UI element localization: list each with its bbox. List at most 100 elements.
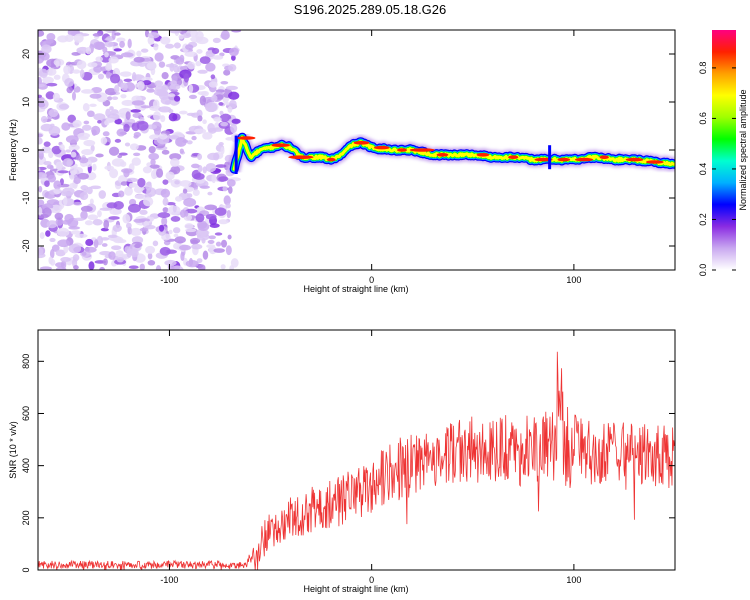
noise-blob <box>40 123 53 132</box>
noise-blob <box>213 152 220 161</box>
noise-blob <box>105 71 111 79</box>
noise-blob <box>38 252 46 259</box>
noise-blob <box>85 238 94 246</box>
noise-blob <box>73 176 81 185</box>
noise-blob <box>65 149 72 153</box>
noise-blob <box>185 260 199 268</box>
noise-blob <box>175 137 187 147</box>
noise-blob <box>70 151 77 158</box>
noise-blob <box>87 62 98 68</box>
noise-blob <box>167 135 180 139</box>
noise-blob <box>73 33 84 43</box>
noise-blob <box>194 128 207 134</box>
noise-blob <box>48 256 53 265</box>
noise-blob <box>159 246 171 256</box>
noise-blob <box>108 56 119 64</box>
noise-blob <box>117 154 123 159</box>
noise-blob <box>104 37 114 41</box>
noise-blob <box>80 185 89 191</box>
noise-blob <box>77 50 84 54</box>
noise-blob <box>106 202 118 209</box>
noise-blob <box>119 71 132 77</box>
noise-blob <box>114 32 121 36</box>
noise-blob <box>167 93 176 97</box>
noise-blob <box>186 140 193 145</box>
noise-blob <box>196 258 203 264</box>
noise-blob <box>123 78 133 82</box>
noise-blob <box>148 145 156 154</box>
noise-blob <box>199 95 207 106</box>
noise-blob <box>49 165 54 171</box>
noise-blob <box>53 58 65 67</box>
noise-blob <box>220 239 228 248</box>
noise-blob <box>45 91 55 100</box>
noise-blob <box>75 155 82 161</box>
noise-blob <box>193 173 205 180</box>
noise-blob <box>69 174 75 180</box>
x-tick-label: 100 <box>566 575 581 585</box>
noise-blob <box>86 110 95 118</box>
noise-blob <box>123 123 130 132</box>
noise-blob <box>150 169 158 180</box>
noise-blob <box>68 243 82 254</box>
noise-blob <box>46 68 57 76</box>
noise-blob <box>104 41 114 48</box>
noise-blob <box>81 251 87 256</box>
noise-blob <box>218 176 229 182</box>
noise-blob <box>104 52 109 58</box>
noise-blob <box>227 234 232 240</box>
noise-blob <box>207 122 215 133</box>
noise-blob <box>44 180 50 187</box>
noise-blob <box>70 170 77 176</box>
noise-blob <box>121 82 128 91</box>
noise-blob <box>99 251 112 256</box>
noise-blob <box>59 144 65 151</box>
noise-blob <box>38 167 41 171</box>
noise-blob <box>93 41 106 50</box>
y-tick-label: 600 <box>21 406 31 421</box>
noise-blob <box>197 115 203 122</box>
noise-blob <box>160 188 171 198</box>
x-tick-label: -100 <box>160 275 178 285</box>
noise-blob <box>213 116 222 122</box>
noise-blob <box>91 87 103 94</box>
noise-blob <box>153 43 159 51</box>
noise-blob <box>124 142 131 147</box>
noise-blob <box>109 106 114 111</box>
noise-blob <box>191 135 197 141</box>
noise-blob <box>95 56 103 63</box>
noise-blob <box>104 165 115 171</box>
noise-blob <box>227 186 233 194</box>
noise-blob <box>128 183 139 188</box>
noise-blob <box>205 213 217 220</box>
noise-blob <box>63 64 71 75</box>
noise-blob <box>145 224 156 230</box>
noise-blob <box>154 52 164 62</box>
signal-peak <box>373 145 390 150</box>
noise-blob <box>170 215 181 222</box>
noise-blob <box>121 52 134 58</box>
noise-blob <box>53 180 62 190</box>
noise-blob <box>155 265 162 270</box>
noise-blob <box>211 173 217 184</box>
noise-blob <box>206 244 216 249</box>
noise-blob <box>47 174 57 183</box>
noise-blob <box>85 46 92 55</box>
noise-blob <box>42 207 52 218</box>
noise-blob <box>231 118 241 124</box>
y-tick-label: 400 <box>21 458 31 473</box>
noise-blob <box>195 31 204 41</box>
noise-blob <box>211 94 218 102</box>
noise-blob <box>226 209 231 219</box>
noise-blob <box>74 233 88 238</box>
noise-blob <box>127 38 132 49</box>
noise-blob <box>225 203 231 209</box>
noise-blob <box>57 239 71 248</box>
noise-blob <box>231 54 236 61</box>
noise-blob <box>142 80 152 86</box>
noise-blob <box>170 158 180 167</box>
noise-blob <box>225 137 235 141</box>
noise-blob <box>202 132 213 140</box>
signal-peak <box>326 157 336 162</box>
noise-blob <box>231 30 242 33</box>
